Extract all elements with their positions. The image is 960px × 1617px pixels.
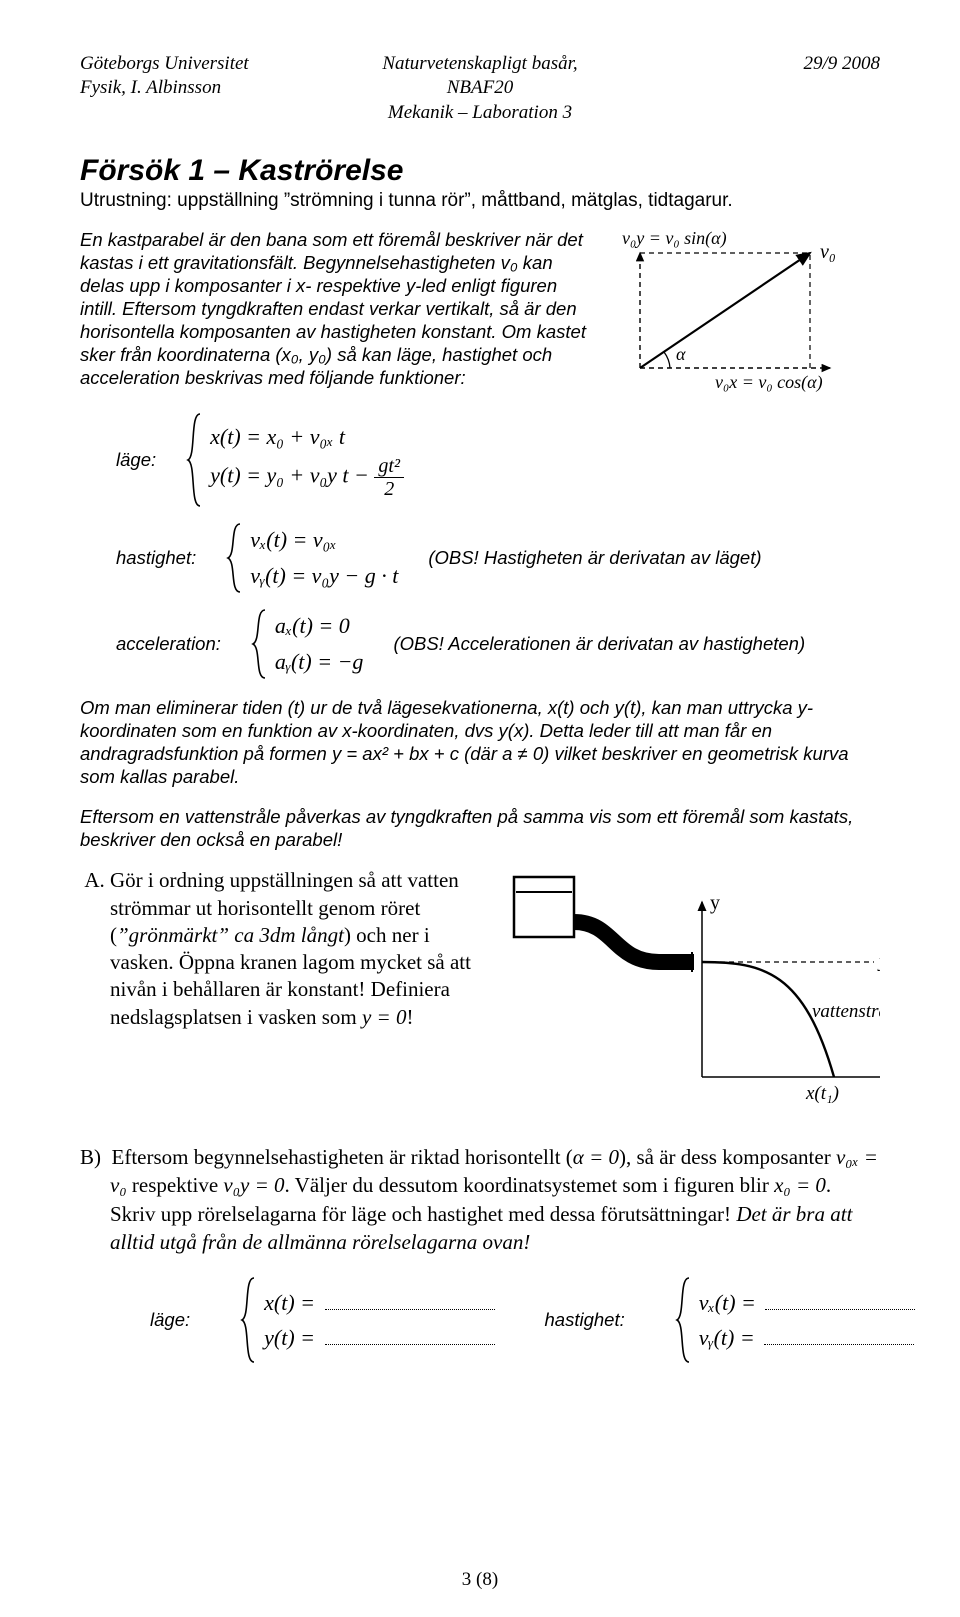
fill-hast-brace: vₓ(t) = vᵧ(t) = [675, 1276, 916, 1364]
header-row: Göteborgs Universitet Fysik, I. Albinsso… [80, 52, 880, 100]
eq-hast-brace: vₓ(t) = v₀ₓ vᵧ(t) = v₀y − g · t [226, 522, 398, 594]
intro-row: En kastparabel är den bana som ett förem… [80, 228, 880, 398]
hdr-right-1: 29/9 2008 [616, 52, 880, 76]
eq-acc-brace: aₓ(t) = 0 aᵧ(t) = −g [251, 608, 364, 680]
eq-lage-2: y(t) = y₀ + v₀y t − gt²2 [210, 455, 404, 500]
task-a-item: Gör i ordning uppställningen så att vatt… [110, 867, 480, 1031]
eq-acc-2: aᵧ(t) = −g [275, 644, 364, 679]
para-eliminate: Om man eliminerar tiden (t) ur de två lä… [80, 696, 880, 789]
eq-hast-1: vₓ(t) = v₀ₓ [250, 522, 398, 557]
task-a-row: Gör i ordning uppställningen så att vatt… [80, 867, 880, 1117]
para-stream: Eftersom en vattenstråle påverkas av tyn… [80, 805, 880, 852]
eq-acc-note: (OBS! Accelerationen är derivatan av has… [393, 633, 805, 655]
alpha-label: α [676, 344, 686, 364]
stream-figure: y x y₀ vattenstråle x(t₁) [504, 867, 880, 1117]
eq-lage-label: läge: [116, 449, 156, 471]
v0x-label: v₀x = v₀ cos(α) [715, 372, 823, 393]
eq-hast-note: (OBS! Hastigheten är derivatan av läget) [428, 547, 761, 569]
hdr-left-1: Göteborgs Universitet [80, 52, 344, 76]
eq-lage-1: x(t) = x₀ + v₀ₓ t [210, 419, 404, 454]
section-subtitle: Utrustning: uppställning ”strömning i tu… [80, 190, 880, 212]
fill-lage-label: läge: [150, 1309, 190, 1331]
y-axis-label: y [710, 892, 720, 914]
task-a-list: Gör i ordning uppställningen så att vatt… [80, 867, 480, 1037]
hdr-left-2: Fysik, I. Albinsson [80, 76, 344, 100]
intro-paragraph: En kastparabel är den bana som ett förem… [80, 228, 592, 390]
eq-hast-2: vᵧ(t) = v₀y − g · t [250, 558, 398, 593]
page: Göteborgs Universitet Fysik, I. Albinsso… [0, 0, 960, 1617]
hdr-mid-1: Naturvetenskapligt basår, NBAF20 [348, 52, 612, 100]
eq-acc-row: acceleration: aₓ(t) = 0 aᵧ(t) = −g (OBS!… [116, 608, 880, 680]
fill-y: y(t) = [264, 1320, 494, 1355]
vector-figure: α v₀ v₀y = v₀ sin(α) v₀x = v₀ cos(α) [620, 228, 880, 398]
fill-vy: vᵧ(t) = [699, 1320, 916, 1355]
fill-x: x(t) = [264, 1285, 494, 1320]
y0-label: y₀ [877, 951, 880, 972]
eq-lage-brace: x(t) = x₀ + v₀ₓ t y(t) = y₀ + v₀y t − gt… [186, 412, 404, 508]
eq-acc-label: acceleration: [116, 633, 221, 655]
header-mid: Naturvetenskapligt basår, NBAF20 [348, 52, 612, 100]
section-title: Försök 1 – Kaströrelse [80, 154, 880, 188]
eq-lage-row: läge: x(t) = x₀ + v₀ₓ t y(t) = y₀ + v₀y … [116, 412, 880, 508]
xt1-label: x(t₁) [805, 1083, 839, 1104]
fill-hast-label: hastighet: [545, 1309, 625, 1331]
eq-acc-1: aₓ(t) = 0 [275, 608, 364, 643]
stream-label: vattenstråle [812, 1001, 880, 1022]
v0-label: v₀ [820, 241, 836, 263]
fill-lage-brace: x(t) = y(t) = [240, 1276, 494, 1364]
fill-vx: vₓ(t) = [699, 1285, 916, 1320]
header-left: Göteborgs Universitet Fysik, I. Albinsso… [80, 52, 344, 100]
hdr-mid-2: Mekanik – Laboration 3 [80, 102, 880, 124]
v0y-label: v₀y = v₀ sin(α) [622, 228, 727, 249]
page-footer: 3 (8) [0, 1569, 960, 1591]
task-b: B) Eftersom begynnelsehastigheten är rik… [80, 1143, 880, 1256]
header-right: 29/9 2008 [616, 52, 880, 100]
eq-hast-label: hastighet: [116, 547, 196, 569]
fill-row: läge: x(t) = y(t) = hastighet: vₓ(t) = v… [150, 1276, 880, 1364]
eq-hast-row: hastighet: vₓ(t) = v₀ₓ vᵧ(t) = v₀y − g ·… [116, 522, 880, 594]
